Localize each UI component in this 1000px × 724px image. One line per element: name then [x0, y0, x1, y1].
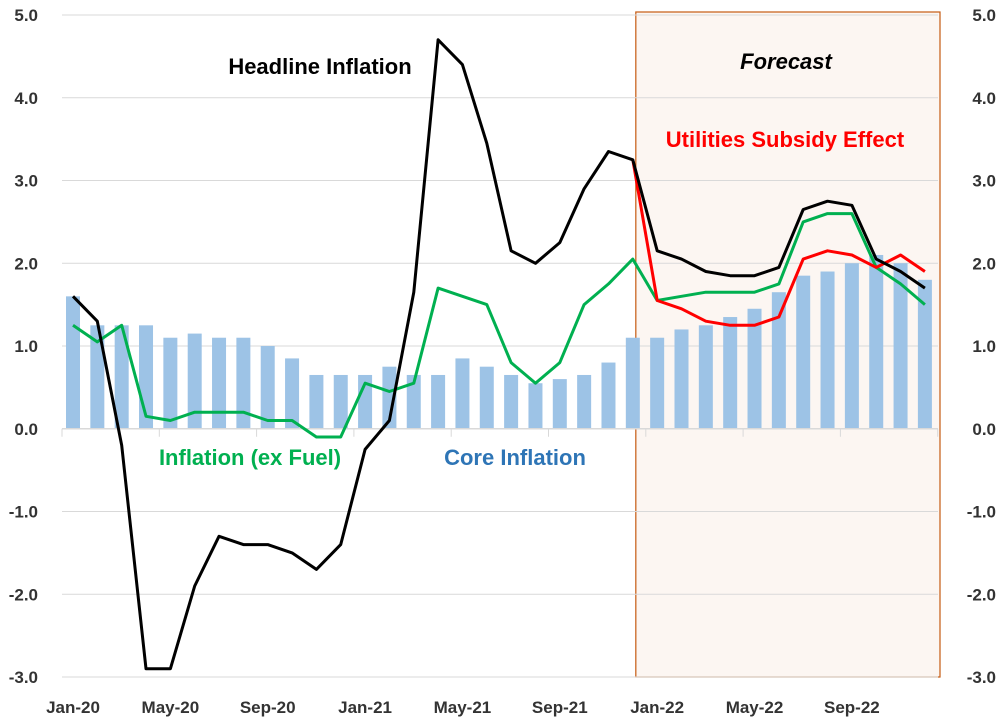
- x-tick-label: Sep-22: [824, 698, 880, 717]
- bar-core-inflation: [577, 374, 592, 429]
- bar-core-inflation: [285, 358, 300, 429]
- y-tick-label-left: 3.0: [14, 172, 38, 191]
- y-tick-label-right: -3.0: [967, 668, 996, 687]
- y-tick-label-left: 0.0: [14, 420, 38, 439]
- bar-core-inflation: [333, 374, 348, 429]
- bar-core-inflation: [771, 292, 786, 429]
- bar-core-inflation: [820, 271, 835, 429]
- y-tick-label-left: 1.0: [14, 337, 38, 356]
- line-headline-inflation: [71, 38, 926, 671]
- line-utilities-subsidy-effect: [631, 159, 926, 327]
- series-label: Core Inflation: [444, 445, 586, 470]
- bar-core-inflation: [917, 279, 932, 429]
- bar-core-inflation: [90, 325, 105, 429]
- bar-core-inflation: [309, 374, 324, 429]
- bar-core-inflation: [893, 263, 908, 429]
- series-label: Inflation (ex Fuel): [159, 445, 341, 470]
- bar-core-inflation: [869, 254, 884, 429]
- x-tick-label: Sep-21: [532, 698, 588, 717]
- bar-core-inflation: [163, 337, 178, 429]
- bar-core-inflation: [406, 374, 421, 429]
- bar-core-inflation: [114, 325, 129, 429]
- x-tick-label: Jan-22: [630, 698, 684, 717]
- x-tick-label: Jan-20: [46, 698, 100, 717]
- y-tick-label-left: 4.0: [14, 89, 38, 108]
- y-tick-label-right: 4.0: [972, 89, 996, 108]
- y-tick-label-right: 1.0: [972, 337, 996, 356]
- bar-core-inflation: [66, 296, 80, 429]
- bar-core-inflation: [187, 333, 202, 429]
- bar-core-inflation: [625, 337, 640, 429]
- bar-core-inflation: [723, 317, 738, 429]
- bar-core-inflation: [844, 263, 859, 429]
- bar-core-inflation: [479, 366, 494, 429]
- bar-core-inflation: [650, 337, 665, 429]
- bar-core-inflation: [528, 383, 543, 429]
- bar-core-inflation: [552, 379, 567, 429]
- y-tick-label-right: 2.0: [972, 254, 996, 273]
- x-tick-label: Sep-20: [240, 698, 296, 717]
- y-tick-label-right: 3.0: [972, 172, 996, 191]
- bar-core-inflation: [747, 308, 762, 429]
- bar-core-inflation: [260, 346, 275, 429]
- y-tick-label-right: 0.0: [972, 420, 996, 439]
- x-tick-label: May-22: [726, 698, 784, 717]
- y-tick-label-left: 2.0: [14, 254, 38, 273]
- bar-core-inflation: [674, 329, 689, 429]
- y-tick-label-left: 5.0: [14, 6, 38, 25]
- bar-core-inflation: [504, 374, 519, 429]
- y-tick-label-right: -2.0: [967, 585, 996, 604]
- series-label: Utilities Subsidy Effect: [666, 127, 905, 152]
- bar-core-inflation: [698, 325, 713, 429]
- bar-core-inflation: [796, 275, 811, 429]
- line-inflation-ex-fuel-: [72, 212, 926, 439]
- bar-core-inflation: [212, 337, 227, 429]
- x-tick-label: May-20: [142, 698, 200, 717]
- x-tick-label: May-21: [434, 698, 492, 717]
- forecast-label: Forecast: [740, 49, 833, 74]
- y-tick-label-left: -2.0: [9, 585, 38, 604]
- y-tick-label-right: -1.0: [967, 503, 996, 522]
- bar-core-inflation: [382, 366, 397, 429]
- bar-core-inflation: [455, 358, 470, 429]
- x-tick-label: Jan-21: [338, 698, 392, 717]
- bar-core-inflation: [236, 337, 251, 429]
- y-tick-label-right: 5.0: [972, 6, 996, 25]
- bar-core-inflation: [431, 374, 446, 429]
- y-tick-label-left: -3.0: [9, 668, 38, 687]
- y-tick-label-left: -1.0: [9, 503, 38, 522]
- bar-core-inflation: [601, 362, 616, 429]
- series-label: Headline Inflation: [228, 54, 411, 79]
